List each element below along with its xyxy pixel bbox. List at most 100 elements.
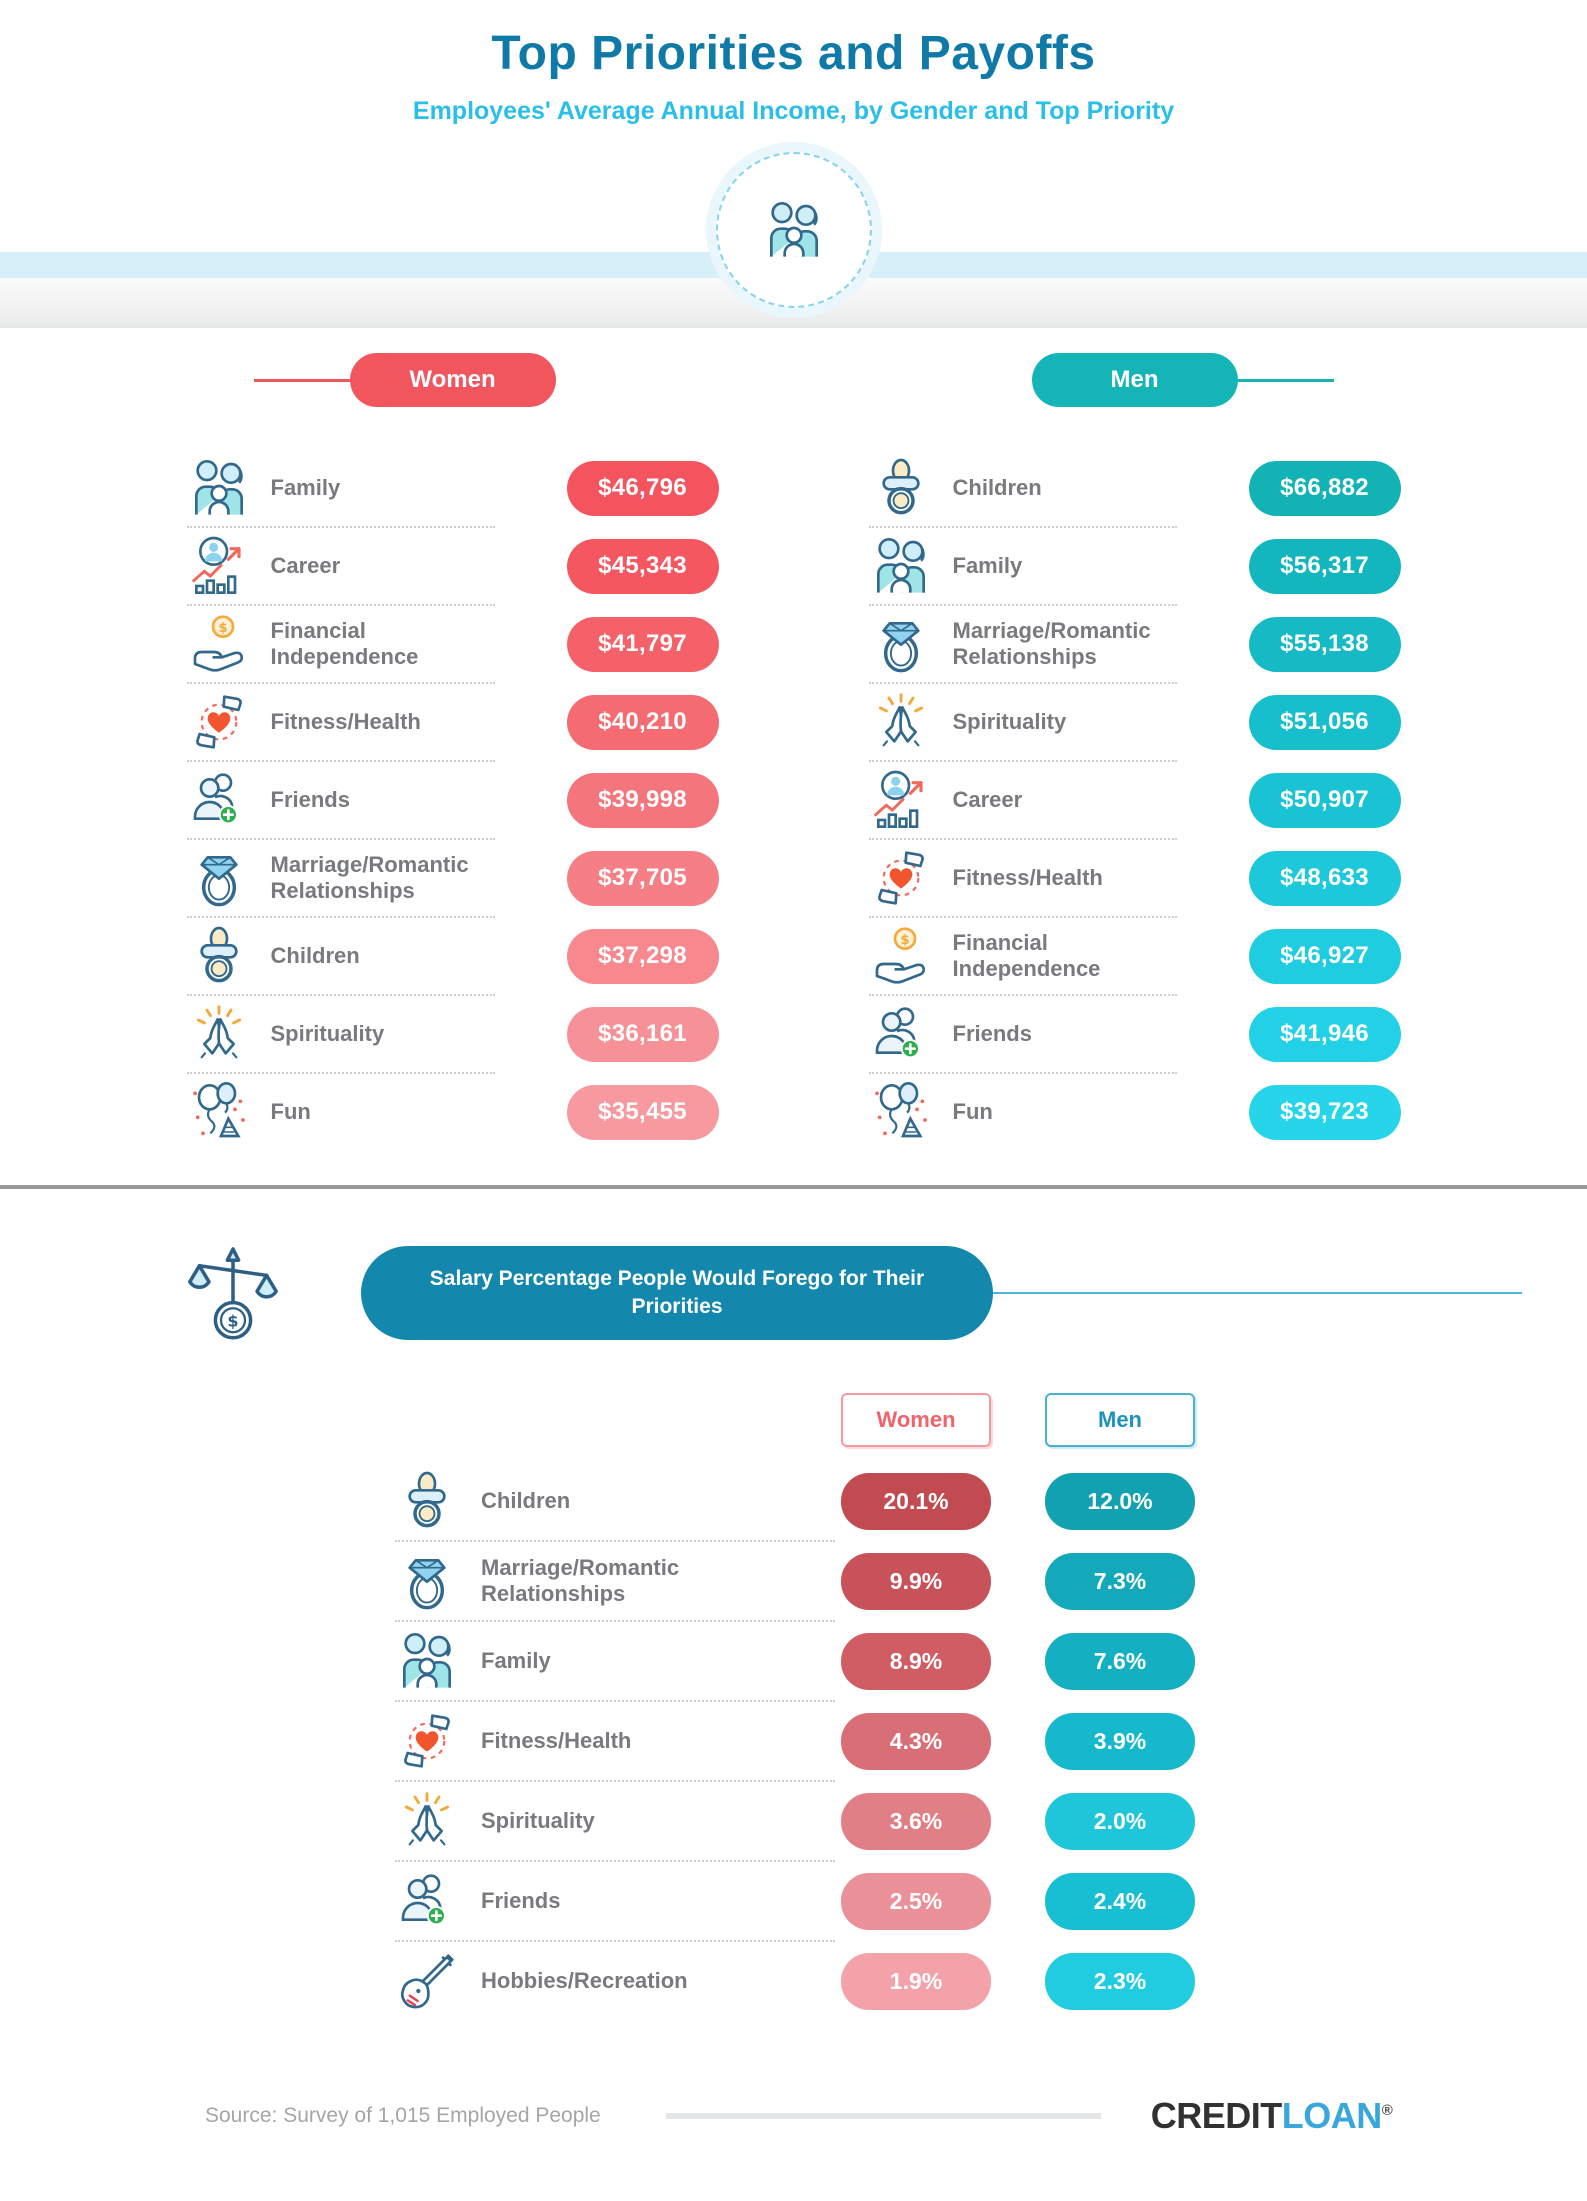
income-row: Financial Independence $41,797 bbox=[186, 604, 719, 683]
footer-divider-line bbox=[665, 2113, 1101, 2119]
women-percent-pill: 9.9% bbox=[841, 1552, 991, 1610]
women-header-pill: Women bbox=[349, 353, 556, 407]
income-row: Children $66,882 bbox=[869, 449, 1401, 527]
income-value-pill: $56,317 bbox=[1248, 538, 1401, 594]
men-percent-pill: 12.0% bbox=[1045, 1472, 1195, 1530]
priority-label: Fitness/Health bbox=[270, 709, 421, 735]
section-divider bbox=[0, 1185, 1587, 1189]
priority-label: Spirituality bbox=[270, 1021, 385, 1047]
financial-independence-icon bbox=[869, 924, 933, 988]
women-column-header: Women bbox=[187, 353, 719, 407]
priority-label: Fun bbox=[952, 1099, 993, 1125]
priority-label: Children bbox=[270, 943, 360, 969]
footer: Source: Survey of 1,015 Employed People … bbox=[205, 2095, 1492, 2137]
family-badge-circle bbox=[715, 152, 872, 308]
forego-row: Marriage/Romantic Relationships 9.9% 7.3… bbox=[395, 1540, 1195, 1621]
men-column: Men Children $66,882 Family $56,317 Marr… bbox=[868, 353, 1401, 1151]
hobbies-guitar-icon bbox=[395, 1949, 459, 2013]
forego-row: Family 8.9% 7.6% bbox=[395, 1620, 1195, 1701]
men-percent-pill: 2.0% bbox=[1045, 1792, 1195, 1850]
spacer bbox=[936, 379, 1032, 382]
income-row: Marriage/Romantic Relationships $37,705 bbox=[186, 838, 719, 917]
priority-label: Hobbies/Recreation bbox=[481, 1968, 688, 1994]
priority-label: Family bbox=[270, 475, 341, 501]
priority-label: Financial Independence bbox=[952, 930, 1101, 981]
income-value-pill: $51,056 bbox=[1248, 694, 1401, 750]
income-value-pill: $37,705 bbox=[566, 850, 719, 906]
priority-label: Children bbox=[481, 1488, 571, 1514]
family-icon bbox=[762, 182, 826, 278]
career-icon bbox=[187, 534, 251, 598]
children-pacifier-icon bbox=[869, 456, 933, 520]
women-accent-line bbox=[253, 378, 350, 382]
source-note: Source: Survey of 1,015 Employed People bbox=[205, 2104, 601, 2127]
forego-row: Spirituality 3.6% 2.0% bbox=[395, 1780, 1195, 1861]
page-subtitle: Employees' Average Annual Income, by Gen… bbox=[412, 97, 1175, 125]
priority-label: Family bbox=[952, 553, 1023, 579]
income-row: Fitness/Health $40,210 bbox=[186, 682, 719, 761]
fun-icon bbox=[187, 1080, 251, 1144]
women-percent-pill: 3.6% bbox=[841, 1792, 991, 1850]
priority-label: Marriage/Romantic Relationships bbox=[481, 1555, 680, 1606]
children-pacifier-icon bbox=[395, 1469, 459, 1533]
income-value-pill: $45,343 bbox=[566, 538, 719, 594]
fitness-health-icon bbox=[395, 1709, 459, 1773]
fitness-health-icon bbox=[869, 846, 933, 910]
income-value-pill: $39,998 bbox=[566, 772, 719, 828]
family-icon bbox=[869, 534, 933, 598]
friends-icon bbox=[395, 1869, 459, 1933]
priority-label: Friends bbox=[952, 1021, 1032, 1047]
children-pacifier-icon bbox=[187, 924, 251, 988]
priority-label: Fun bbox=[270, 1099, 311, 1125]
men-accent-line bbox=[1237, 378, 1334, 382]
priority-label: Spirituality bbox=[952, 709, 1067, 735]
income-row: Friends $41,946 bbox=[868, 994, 1401, 1073]
men-percent-pill: 3.9% bbox=[1045, 1712, 1195, 1770]
men-percent-pill: 7.3% bbox=[1045, 1552, 1195, 1610]
priority-label: Friends bbox=[481, 1888, 561, 1914]
spirituality-icon bbox=[869, 690, 933, 754]
hero-section bbox=[0, 132, 1587, 328]
income-value-pill: $66,882 bbox=[1248, 460, 1401, 516]
income-value-pill: $41,946 bbox=[1248, 1006, 1401, 1062]
women-column-label: Women bbox=[841, 1393, 991, 1447]
forego-section: Salary Percentage People Would Forego fo… bbox=[0, 1189, 1587, 2021]
financial-independence-icon bbox=[187, 612, 251, 676]
income-row: Children $37,298 bbox=[186, 916, 719, 995]
priority-label: Family bbox=[481, 1648, 551, 1674]
income-row: Spirituality $36,161 bbox=[186, 994, 719, 1073]
income-value-pill: $37,298 bbox=[566, 928, 719, 984]
income-row: Friends $39,998 bbox=[186, 760, 719, 839]
income-row: Fun $39,723 bbox=[868, 1072, 1401, 1151]
page-title: Top Priorities and Payoffs bbox=[491, 27, 1096, 80]
forego-row: Friends 2.5% 2.4% bbox=[395, 1860, 1195, 1941]
scales-icon bbox=[185, 1241, 281, 1345]
forego-column-headers: Women Men bbox=[395, 1393, 1195, 1447]
income-row: Fitness/Health $48,633 bbox=[868, 838, 1401, 917]
forego-row: Fitness/Health 4.3% 3.9% bbox=[395, 1700, 1195, 1781]
forego-header: Salary Percentage People Would Forego fo… bbox=[185, 1241, 1522, 1345]
family-badge bbox=[705, 142, 882, 318]
priority-label: Career bbox=[270, 553, 341, 579]
income-value-pill: $46,796 bbox=[566, 460, 719, 516]
income-value-pill: $46,927 bbox=[1248, 928, 1401, 984]
marriage-ring-icon bbox=[869, 612, 933, 676]
women-percent-pill: 8.9% bbox=[841, 1632, 991, 1690]
income-value-pill: $41,797 bbox=[566, 616, 719, 672]
income-row: Spirituality $51,056 bbox=[868, 682, 1401, 761]
income-value-pill: $50,907 bbox=[1248, 772, 1401, 828]
women-percent-pill: 1.9% bbox=[841, 1952, 991, 2010]
priority-label: Children bbox=[952, 475, 1042, 501]
income-row: Fun $35,455 bbox=[186, 1072, 719, 1151]
income-value-pill: $55,138 bbox=[1248, 616, 1401, 672]
marriage-ring-icon bbox=[187, 846, 251, 910]
income-row: Family $46,796 bbox=[187, 449, 719, 527]
spirituality-icon bbox=[395, 1789, 459, 1853]
men-percent-pill: 7.6% bbox=[1045, 1632, 1195, 1690]
forego-row: Hobbies/Recreation 1.9% 2.3% bbox=[395, 1940, 1195, 2021]
income-value-pill: $36,161 bbox=[566, 1006, 719, 1062]
forego-header-line bbox=[993, 1292, 1522, 1294]
priority-label: Fitness/Health bbox=[481, 1728, 632, 1754]
men-percent-pill: 2.3% bbox=[1045, 1952, 1195, 2010]
